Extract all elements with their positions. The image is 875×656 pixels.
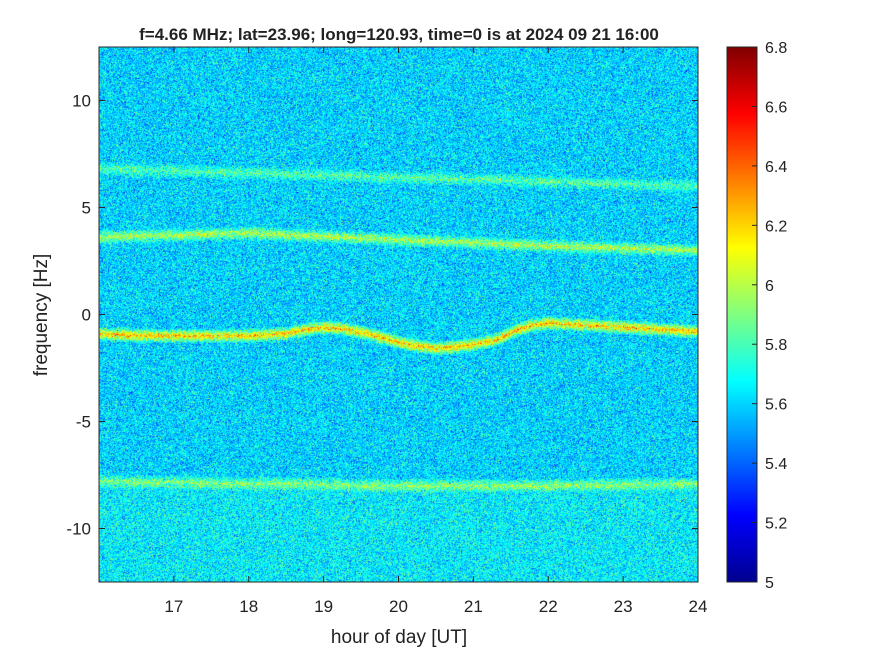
colorbar-tick-label: 6.4 [765, 159, 787, 176]
colorbar-ticks: 6.8 6.6 6.4 6.2 6 5.8 5.6 5.4 5.2 5 [752, 40, 787, 592]
colorbar-tick-label: 5.4 [765, 456, 787, 473]
heatmap-canvas [99, 47, 698, 582]
y-tick-label: -10 [66, 520, 91, 539]
colorbar-tick-label: 6.6 [765, 99, 787, 116]
y-tick-label: 10 [72, 92, 91, 111]
colorbar-tick-label: 6.8 [765, 40, 787, 57]
x-tick-label: 21 [464, 597, 483, 616]
x-tick-label: 18 [239, 597, 258, 616]
colorbar-tick-label: 5.6 [765, 397, 787, 414]
chart-title: f=4.66 MHz; lat=23.96; long=120.93, time… [139, 25, 659, 44]
colorbar: 6.8 6.6 6.4 6.2 6 5.8 5.6 5.4 5.2 5 [726, 40, 787, 592]
heatmap-image-frame [99, 47, 698, 582]
y-tick-label: 0 [82, 306, 91, 325]
colorbar-tick-label: 5 [765, 575, 774, 592]
colorbar-scale [726, 46, 758, 583]
x-tick-label: 24 [689, 597, 708, 616]
colorbar-tick-label: 6.2 [765, 218, 787, 235]
colorbar-tick-label: 5.2 [765, 516, 787, 533]
y-tick-label: -5 [76, 413, 91, 432]
y-axis-label: frequency [Hz] [31, 254, 52, 377]
y-tick-label: 5 [82, 199, 91, 218]
colorbar-tick-label: 5.8 [765, 337, 787, 354]
x-tick-label: 22 [539, 597, 558, 616]
colorbar-tick-label: 6 [765, 278, 774, 295]
plot-area [98, 46, 699, 583]
x-tick-label: 23 [614, 597, 633, 616]
x-tick-label: 19 [314, 597, 333, 616]
x-tick-label: 17 [164, 597, 183, 616]
x-tick-label: 20 [389, 597, 408, 616]
x-axis: 17 18 19 20 21 22 23 24 [164, 47, 707, 616]
y-axis: 10 5 0 -5 -10 [66, 92, 698, 539]
x-axis-label: hour of day [UT] [331, 627, 467, 648]
